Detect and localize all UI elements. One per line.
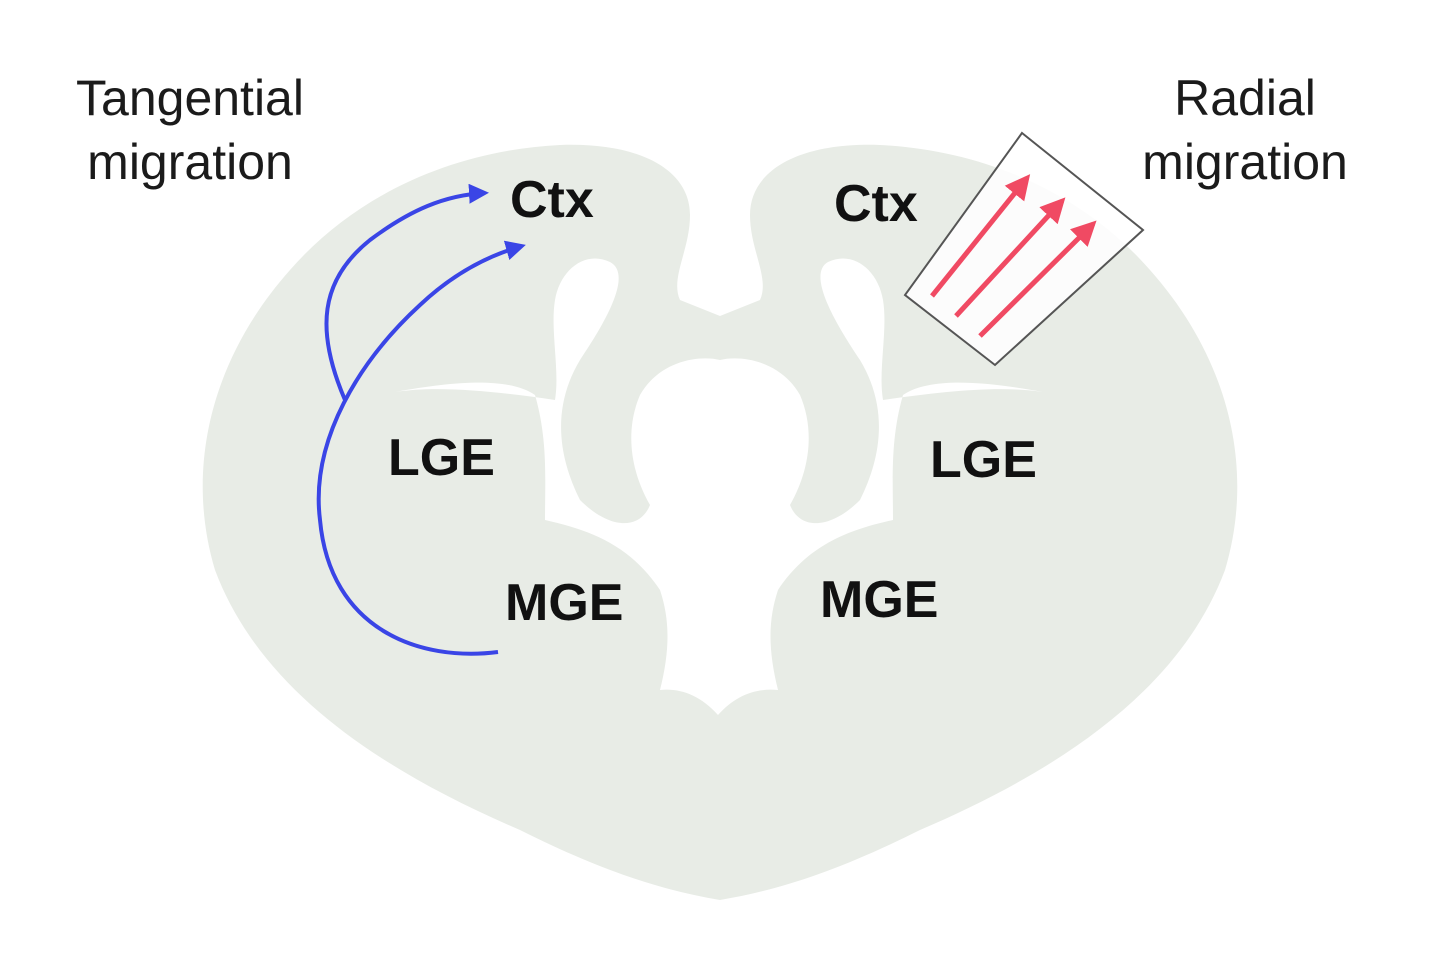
tangential-arrow-to-upper-ctx — [324, 183, 489, 401]
tangential-title-line2: migration — [87, 134, 293, 190]
left-lge-label: LGE — [388, 429, 495, 487]
right-lge-label: LGE — [930, 431, 1037, 489]
radial-migration-title: Radial migration — [1100, 66, 1390, 194]
left-mge-label: MGE — [505, 574, 624, 632]
radial-title-line1: Radial — [1174, 70, 1316, 126]
tangential-migration-title: Tangential migration — [40, 66, 340, 194]
left-ctx-label: Ctx — [510, 171, 594, 229]
radial-arrow-1 — [930, 174, 1031, 298]
radial-arrow-2 — [954, 197, 1066, 318]
tangential-title-line1: Tangential — [76, 70, 304, 126]
radial-title-line2: migration — [1142, 134, 1348, 190]
right-mge-label: MGE — [820, 571, 939, 629]
radial-arrow-3 — [978, 220, 1097, 338]
ventricle-cavity — [395, 258, 1043, 715]
right-ctx-label: Ctx — [834, 175, 918, 233]
tangential-arrow-from-mge — [316, 240, 526, 656]
